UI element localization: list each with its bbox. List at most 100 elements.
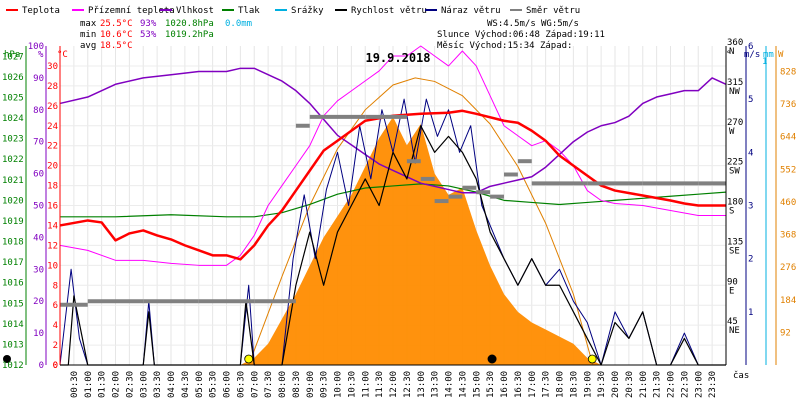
solar-radiation-fill [240,116,602,365]
x-tick-label: 05:30 [209,371,219,398]
wind-gust-info: WG:5m/s [541,19,579,29]
dir-tick-label: NW [729,87,740,97]
x-tick-label: 20:00 [611,371,621,398]
hum-zero-label: 0 [39,361,44,371]
stat-avg-label: avg [80,41,96,51]
wind-tick-label: 5 [748,95,753,105]
legend: Teplota Přízemní teplota Vlhkost Tlak Srážky… [6,6,580,16]
solar-tick-label: 828 [780,68,796,78]
x-tick-label: 11:30 [375,371,385,398]
x-tick-label: 23:00 [694,371,704,398]
hum-tick-label: 10 [33,329,44,339]
legend-label: Náraz větru [441,6,501,16]
x-tick-label: 11:00 [361,371,371,398]
temp-tick-label: 6 [53,301,58,311]
dir-tick-label: 90 [727,277,738,287]
temp-tick-label: 26 [47,102,58,112]
temp-tick-label: 24 [47,122,58,132]
wind-tick-label: 2 [748,255,753,265]
stat-max-label: max [80,19,97,29]
x-tick-label: 12:30 [403,371,413,398]
chart-title: 19.9.2018 [365,51,430,65]
hum-unit-label: % [38,50,44,60]
dir-tick-label: E [729,286,734,296]
sunrise-marker [244,354,254,364]
dir-tick-label: 135 [727,237,743,247]
press-tick-label: 1015 [2,299,24,309]
x-tick-label: 10:30 [347,371,357,398]
press-tick-label: 1020 [2,196,24,206]
x-tick-label: 19:00 [583,371,593,398]
legend-label: Tlak [238,6,260,16]
x-tick-label: 08:30 [292,371,302,398]
temp-tick-label: 22 [47,142,58,152]
x-tick-label: 10:00 [334,371,344,398]
x-tick-label: 12:00 [389,371,399,398]
hum-tick-label: 20 [33,297,44,307]
dir-tick-label: 315 [727,78,743,88]
x-tick-label: 04:00 [167,371,177,398]
temp-unit-label: °C [57,50,68,60]
solar-tick-label: 92 [780,328,791,338]
x-tick-label: 15:00 [472,371,482,398]
x-tick-label: 14:00 [445,371,455,398]
temp-zero-label: 0 [53,361,58,371]
hum-tick-label: 60 [33,170,44,180]
x-tick-label: 21:00 [639,371,649,398]
x-tick-label: 20:30 [625,371,635,398]
series-lines [59,45,727,366]
sunset-marker [587,354,597,364]
x-tick-label: 09:30 [320,371,330,398]
legend-label: Srážky [291,6,324,16]
x-tick-label: 18:30 [569,371,579,398]
dir-tick-label: 360 [727,38,743,48]
press-tick-label: 1019 [2,217,24,227]
x-tick-label: 13:00 [417,371,427,398]
dir-unit-label: ° [726,50,731,60]
x-tick-label: 21:30 [653,371,663,398]
x-tick-label: 16:00 [500,371,510,398]
x-tick-label: 15:30 [486,371,496,398]
axes: 1012101310141015101610171018101910201021… [2,38,796,398]
x-tick-label: 07:30 [264,371,274,398]
dir-tick-label: 225 [727,158,743,168]
x-tick-label: 05:00 [195,371,205,398]
temperature-line [59,109,726,261]
rain-tick-label: 1 [762,57,767,67]
press-tick-label: 1027 [2,52,24,62]
press-tick-label: 1016 [2,279,24,289]
x-tick-label: 17:30 [542,371,552,398]
wind-tick-label: 1 [748,308,753,318]
solar-max-line [248,77,594,366]
temp-tick-label: 10 [47,261,58,271]
x-tick-label: 18:00 [556,371,566,398]
temp-tick-label: 20 [47,162,58,172]
solar-tick-label: 644 [780,133,796,143]
solar-tick-label: 460 [780,198,796,208]
stat-max-hum: 93% [140,19,157,29]
x-tick-label: 22:30 [680,371,690,398]
temp-tick-label: 12 [47,241,58,251]
x-tick-label: 04:30 [181,371,191,398]
solar-unit-label: W [778,50,784,60]
legend-label: Přízemní teplota [88,6,175,16]
x-tick-label: 06:00 [223,371,233,398]
x-tick-label: 02:30 [125,371,135,398]
temp-tick-label: 28 [47,82,58,92]
dir-tick-label: S [729,207,734,217]
moon-marker-left [3,355,11,363]
stat-min-temp: 10.6°C [100,30,133,40]
temp-tick-label: 8 [53,281,58,291]
wind-unit-label: m/s [744,50,760,60]
wind-tick-label: 3 [748,202,753,212]
hum-tick-label: 80 [33,106,44,116]
temp-tick-label: 2 [53,341,58,351]
moonrise-marker [487,354,497,364]
wind-sun-info: WS:4.5m/s WG:5m/s Slunce Východ:06:48 Zá… [437,19,605,51]
time-unit-label: čas [733,370,749,381]
legend-label: Směr větru [526,6,580,16]
legend-label: Rychlost větru [351,6,427,16]
wind-speed-info: WS:4.5m/s [487,19,536,29]
stat-max-press: 1020.8hPa [165,19,214,29]
